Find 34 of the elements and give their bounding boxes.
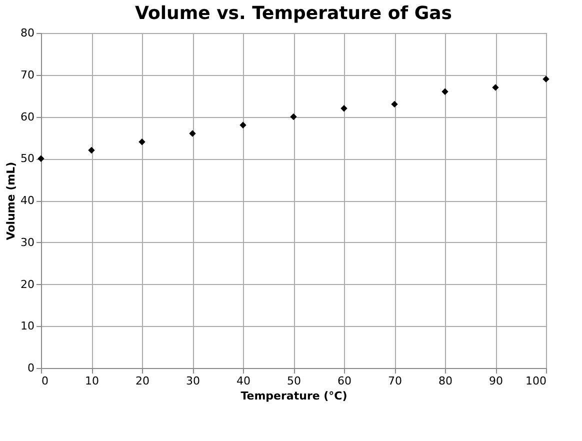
point (88, 146, 95, 154)
point (290, 113, 297, 120)
point (138, 138, 146, 146)
point (189, 130, 196, 137)
x-tick-label: 20 (136, 374, 150, 388)
y-axis-title: Volume (mL) (4, 162, 18, 240)
point (542, 76, 550, 82)
point (492, 84, 499, 91)
point (38, 155, 44, 162)
y-tick-label: 30 (20, 236, 34, 249)
point (240, 122, 246, 128)
x-tick-label: 60 (338, 374, 352, 388)
y-tick-label: 50 (20, 152, 34, 166)
x-tick-label: 90 (489, 374, 503, 388)
x-tick-label: 100 (526, 374, 546, 388)
point (391, 100, 398, 108)
x-tick-label: 40 (236, 374, 250, 388)
x-tick-label: 0 (42, 374, 48, 388)
x-tick-label: 10 (85, 374, 99, 388)
y-tick-label: 70 (20, 68, 34, 82)
y-tick-label: 80 (20, 26, 34, 40)
x-axis-title: Temperature (°C) (240, 390, 348, 402)
x-tick-label: 30 (186, 374, 200, 388)
x-tick-label: 70 (388, 374, 402, 388)
point (442, 88, 448, 95)
x-tick-label: 80 (438, 374, 452, 388)
y-tick-label: 60 (20, 110, 34, 124)
x-tick-label: 50 (287, 374, 301, 388)
point (340, 105, 348, 112)
y-tick-label: 20 (20, 278, 34, 291)
y-tick-label: 0 (28, 362, 34, 374)
chart-title: Volume vs. Temperature of Gas (135, 3, 452, 24)
y-tick-label: 10 (20, 320, 34, 333)
y-tick-label: 40 (20, 194, 34, 207)
